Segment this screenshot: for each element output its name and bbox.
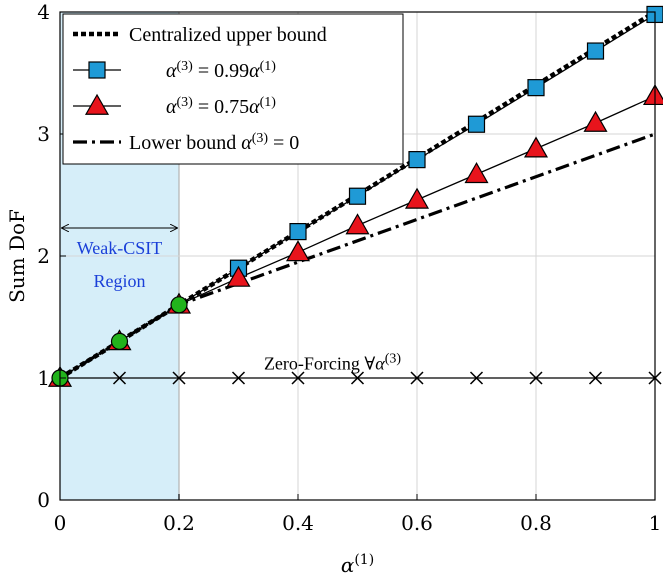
legend-box — [62, 13, 404, 165]
x-tick-label: 0.6 — [401, 511, 433, 535]
x-tick-label: 0.8 — [520, 511, 552, 535]
y-tick-label: 2 — [37, 244, 50, 268]
zero-forcing-marker — [410, 371, 424, 385]
weak-region-marker — [110, 332, 129, 350]
series-075-marker — [583, 110, 608, 132]
x-tick-label: 0.2 — [163, 511, 195, 535]
legend-label: α(3) = 0.75α(1) — [166, 95, 276, 119]
zero-forcing-marker — [172, 371, 186, 385]
series-075-marker — [226, 265, 251, 287]
zero-forcing-marker — [469, 371, 484, 385]
legend-label: α(3) = 0.99α(1) — [166, 59, 276, 83]
y-tick-label: 0 — [37, 488, 50, 512]
series-099-marker — [348, 187, 367, 205]
zero-forcing-marker — [350, 371, 365, 385]
series-075-marker — [464, 162, 489, 184]
x-axis-title: α(1) — [341, 552, 374, 577]
zero-forcing-marker — [291, 371, 305, 385]
series-075-marker — [523, 136, 549, 158]
series-075-marker — [642, 83, 663, 106]
axes-layer: 0 0.2 0.4 0.6 0.8 1 0 1 2 3 4 α(1) Sum DoF — [5, 0, 661, 577]
x-tick-label: 0.4 — [282, 511, 314, 535]
annotations-layer: Zero-Forcing ∀α(3) Weak-CSIT Region — [62, 228, 401, 373]
weak-region-label-line2: Region — [94, 271, 146, 291]
series-099-marker — [289, 223, 307, 241]
series-075-marker — [285, 240, 311, 262]
weak-region-label-line1: Weak-CSIT — [77, 238, 163, 258]
legend-label: Centralized upper bound — [129, 24, 327, 46]
legend: Centralized upper bound α(3) = 0.99α(1) α(… — [62, 13, 404, 165]
series-099-marker — [527, 79, 545, 97]
zero-forcing-marker — [112, 371, 127, 385]
weak-region-marker — [170, 296, 188, 314]
zero-forcing-label: Zero-Forcing ∀α(3) — [264, 351, 401, 374]
x-tick-label: 1 — [649, 511, 662, 535]
series-099-marker — [467, 115, 486, 133]
legend-label: Lower bound α(3) = 0 — [129, 131, 299, 155]
y-tick-label: 1 — [37, 366, 50, 390]
zero-forcing-marker — [529, 371, 543, 385]
zero-forcing-marker — [231, 371, 246, 385]
y-tick-label: 3 — [37, 122, 50, 146]
series-075-marker — [345, 213, 370, 235]
legend-symbol-marker — [84, 93, 110, 115]
legend-symbol-marker — [88, 61, 106, 79]
x-tick-label: 0 — [54, 511, 67, 535]
series-075-marker — [404, 187, 430, 209]
series-099-marker — [408, 151, 426, 169]
y-tick-label: 4 — [37, 0, 50, 24]
series-099-marker — [586, 42, 605, 60]
y-axis-title: Sum DoF — [5, 209, 29, 303]
zero-forcing-marker — [588, 371, 603, 385]
upper-bound-line — [58, 10, 657, 380]
series-layer — [47, 5, 663, 387]
